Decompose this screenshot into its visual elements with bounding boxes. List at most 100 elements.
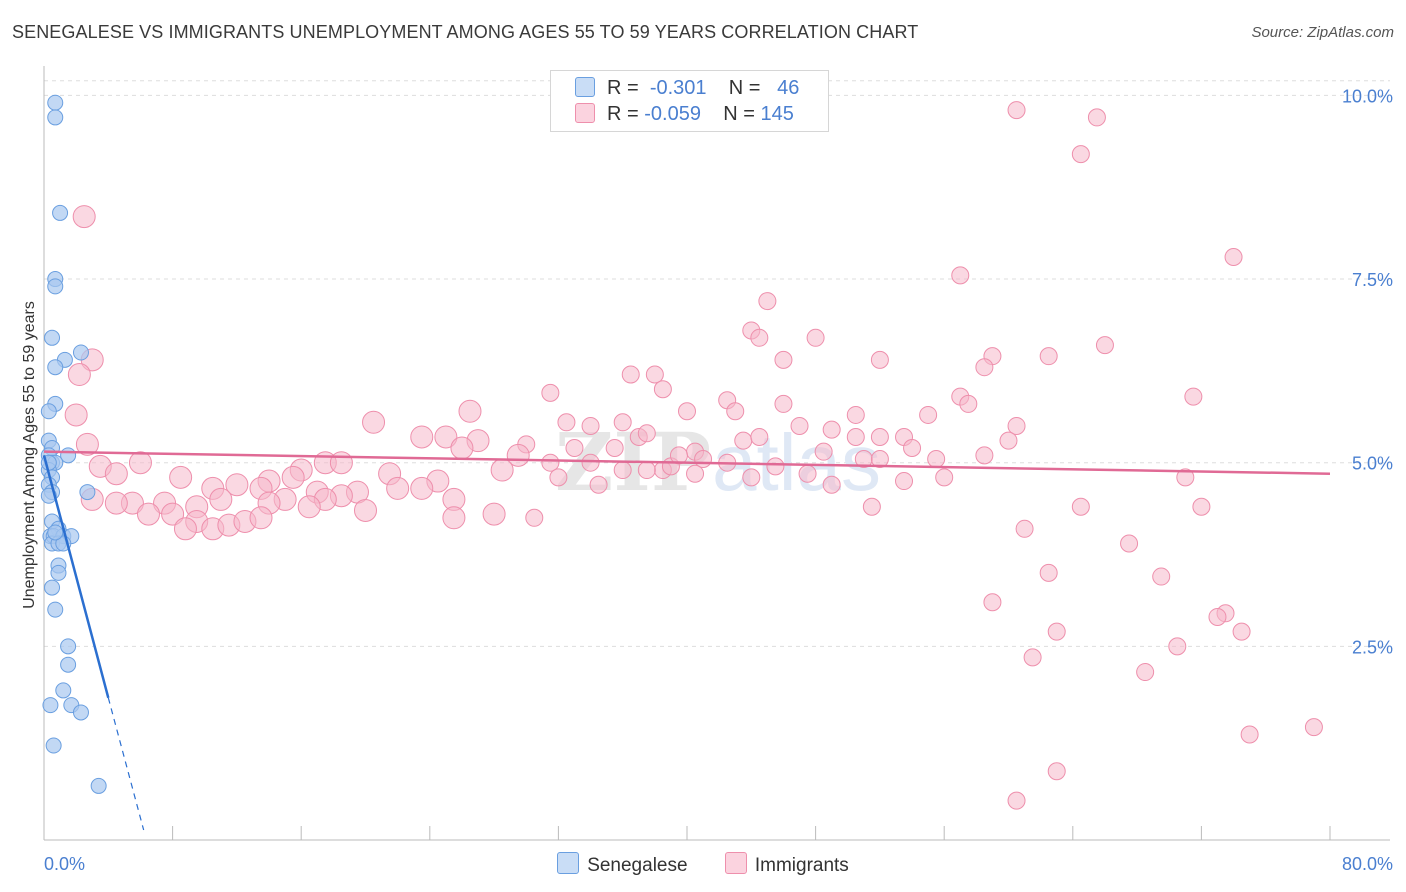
immigrants-point [136, 502, 160, 526]
senegalese-swatch [575, 77, 595, 97]
senegalese-point [47, 601, 64, 618]
immigrants-point [862, 497, 881, 516]
immigrants-point [669, 446, 688, 465]
senegalese-point [42, 697, 59, 714]
immigrants-point [1007, 791, 1026, 810]
immigrants-swatch [724, 852, 747, 874]
immigrants-point [1304, 718, 1323, 737]
n-value-immigrants: 145 [760, 103, 794, 125]
senegalese-point [47, 524, 64, 541]
immigrants-point [565, 439, 584, 457]
immigrants-point [281, 465, 305, 489]
immigrants-point [1015, 519, 1034, 538]
immigrants-point [1232, 622, 1251, 641]
immigrants-point [1192, 497, 1211, 516]
immigrants-point [637, 461, 656, 480]
immigrants-point [1007, 101, 1026, 120]
immigrants-point [525, 508, 544, 527]
immigrants-point [1120, 534, 1139, 553]
immigrants-point [104, 491, 128, 515]
senegalese-point [50, 564, 67, 581]
immigrants-point [1007, 416, 1026, 435]
immigrants-point [72, 205, 96, 229]
senegalese-points [40, 94, 107, 794]
immigrants-point [329, 451, 353, 475]
immigrants-point [895, 472, 914, 491]
immigrants-point [1071, 497, 1090, 516]
senegalese-point [44, 579, 61, 596]
immigrants-point [1176, 468, 1195, 487]
immigrants-point [637, 424, 656, 443]
immigrants-point [64, 403, 88, 427]
immigrants-point [1095, 336, 1114, 355]
immigrants-point [225, 473, 249, 497]
senegalese-swatch [557, 852, 580, 874]
immigrants-point [1152, 567, 1171, 586]
immigrants-point [935, 468, 954, 487]
immigrants-point [434, 425, 458, 449]
immigrants-point [790, 416, 809, 435]
immigrants-point [173, 517, 197, 541]
senegalese-point [47, 359, 64, 376]
senegalese-point [55, 682, 72, 699]
immigrants-point [846, 427, 865, 446]
n-label: N = [723, 103, 755, 125]
immigrants-point [169, 465, 193, 489]
immigrants-point [975, 446, 994, 465]
immigrants-point [209, 487, 233, 511]
source-label: Source: ZipAtlas.com [1251, 24, 1394, 41]
immigrants-point [758, 292, 777, 311]
senegalese-point [44, 329, 61, 346]
immigrants-point [1240, 725, 1259, 744]
immigrants-point [549, 468, 568, 487]
immigrants-point [75, 432, 99, 456]
immigrants-point [750, 427, 769, 446]
immigrants-trend-line [43, 450, 1331, 475]
senegalese-point [40, 403, 57, 420]
n-label: N = [728, 77, 761, 99]
immigrants-point [605, 439, 624, 457]
immigrants-point [541, 383, 560, 402]
y-tick-label: 7.5% [1352, 270, 1393, 290]
immigrants-point [589, 475, 608, 494]
immigrants-point [581, 453, 600, 472]
legend-item-senegalese: Senegalese [557, 852, 688, 877]
immigrants-point [822, 420, 841, 439]
r-label: R = [607, 77, 639, 99]
senegalese-trend-extension [107, 697, 145, 831]
immigrants-point [621, 365, 640, 384]
immigrants-point [613, 461, 632, 480]
r-value-immigrants: -0.059 [644, 103, 701, 125]
immigrants-point [1039, 347, 1058, 366]
immigrants-point [541, 453, 560, 472]
immigrants-point [774, 394, 793, 413]
immigrants-point [104, 462, 128, 486]
immigrants-point [128, 451, 152, 475]
y-tick-label: 2.5% [1352, 637, 1393, 657]
immigrants-point [1047, 622, 1066, 641]
immigrants-point [1184, 387, 1203, 406]
immigrants-point [67, 363, 91, 387]
x-tick-label: 0.0% [44, 854, 85, 874]
chart-title: SENEGALESE VS IMMIGRANTS UNEMPLOYMENT AM… [12, 22, 919, 42]
senegalese-point [79, 484, 96, 501]
r-value-senegalese: -0.301 [649, 77, 707, 99]
immigrants-point [386, 476, 410, 500]
stats-legend: R = -0.301 N = 46 R = -0.059 N = 145 [550, 70, 829, 132]
immigrants-point [482, 502, 506, 526]
trend-lines [42, 450, 1331, 831]
r-label: R = [607, 103, 639, 125]
immigrants-point [1023, 648, 1042, 667]
immigrants-point [959, 394, 978, 413]
immigrants-point [927, 450, 946, 469]
immigrants-point [846, 405, 865, 424]
immigrants-point [919, 405, 938, 424]
senegalese-point [52, 204, 69, 221]
immigrants-point [161, 502, 185, 526]
immigrants-swatch [575, 103, 595, 123]
senegalese-point [72, 344, 89, 361]
immigrants-point [1136, 663, 1155, 682]
immigrants-point [249, 506, 273, 530]
immigrants-point [903, 439, 922, 457]
